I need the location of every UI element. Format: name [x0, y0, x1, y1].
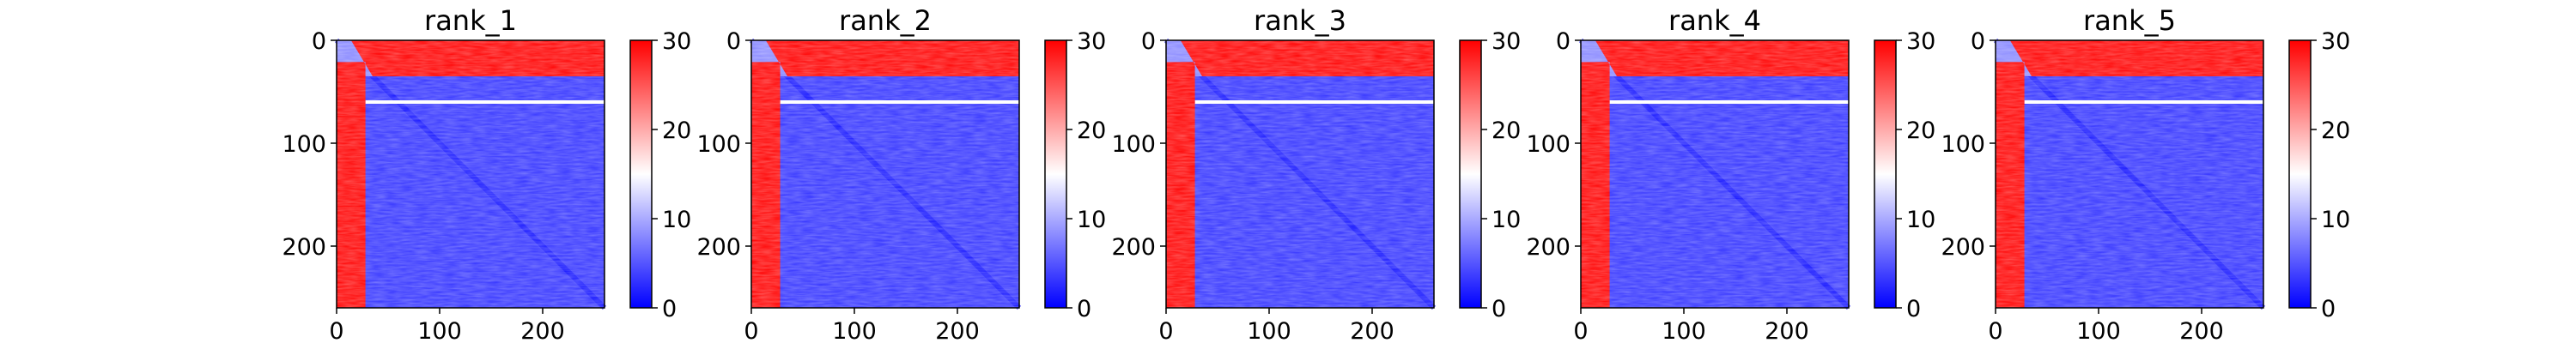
- colorbar-tick-label: 0: [1077, 296, 1091, 322]
- heatmap-panel-5: rank_5 0 100 200 0 100 200 0 10 20 30: [1941, 4, 2350, 343]
- heatmap-panel-3: rank_3 0 100 200 0 100 200 0 10 20 30: [1111, 4, 1521, 343]
- y-tick-label: 0: [1556, 28, 1571, 55]
- heatmap-texture: [751, 40, 1019, 308]
- y-tick-label: 200: [696, 234, 741, 261]
- colorbar-tick-label: 20: [1077, 117, 1106, 144]
- colorbar-tick-label: 10: [1492, 207, 1521, 233]
- y-tick-label: 0: [1971, 28, 1985, 55]
- colorbar-tick-label: 0: [2321, 296, 2336, 322]
- y-tick-label: 100: [696, 131, 741, 158]
- colorbar-tick-label: 10: [2321, 207, 2350, 233]
- colorbar-tick-label: 0: [662, 296, 677, 322]
- x-tick-label: 200: [2179, 318, 2224, 343]
- panel-title: rank_4: [1668, 4, 1761, 37]
- colorbar: 0 10 20 30: [629, 28, 691, 322]
- plot-frame: [336, 39, 605, 309]
- y-tick-label: 200: [282, 234, 326, 261]
- colorbar-tick-label: 20: [2321, 117, 2350, 144]
- colorbar-tick-label: 10: [1906, 207, 1935, 233]
- colorbar-tick-label: 30: [1077, 28, 1106, 55]
- x-tick-label: 100: [1247, 318, 1291, 343]
- plot-frame: [750, 39, 1020, 309]
- colorbar-gradient: [1874, 39, 1897, 309]
- x-tick-label: 0: [1158, 318, 1173, 343]
- colorbar-tick-label: 10: [662, 207, 691, 233]
- x-tick-label: 100: [417, 318, 462, 343]
- colorbar-gradient: [2288, 39, 2312, 309]
- colorbar-tick-label: 0: [1492, 296, 1506, 322]
- colorbar: 0 10 20 30: [1044, 28, 1106, 322]
- y-tick-label: 100: [282, 131, 326, 158]
- heatmap-texture: [1996, 40, 2263, 308]
- plot-frame: [1995, 39, 2264, 309]
- y-tick-label: 100: [1941, 131, 1985, 158]
- x-tick-label: 100: [2076, 318, 2121, 343]
- colorbar-tick-label: 20: [1906, 117, 1935, 144]
- x-tick-label: 0: [744, 318, 758, 343]
- y-tick-label: 0: [312, 28, 326, 55]
- x-tick-label: 100: [1662, 318, 1706, 343]
- colorbar-tick-label: 20: [1492, 117, 1521, 144]
- panel-title: rank_5: [2083, 4, 2176, 37]
- y-tick-label: 0: [1141, 28, 1156, 55]
- colorbar-gradient: [629, 39, 653, 309]
- y-tick-label: 100: [1111, 131, 1156, 158]
- colorbar-gradient: [1044, 39, 1067, 309]
- panel-title: rank_3: [1254, 4, 1346, 37]
- colorbar: 0 10 20 30: [1874, 28, 1935, 322]
- colorbar: 0 10 20 30: [1459, 28, 1521, 322]
- x-tick-label: 200: [520, 318, 565, 343]
- heatmap-texture: [1581, 40, 1849, 308]
- heatmap-panel-2: rank_2 0 100 200 0 100 200 0 10 20 30: [696, 4, 1106, 343]
- x-tick-label: 200: [1765, 318, 1809, 343]
- heatmap-panel-4: rank_4 0 100 200 0 100 200 0 10 20 30: [1526, 4, 1935, 343]
- colorbar-tick-label: 0: [1906, 296, 1921, 322]
- colorbar: 0 10 20 30: [2288, 28, 2350, 322]
- colorbar-tick-label: 30: [2321, 28, 2350, 55]
- plot-frame: [1580, 39, 1850, 309]
- y-tick-label: 200: [1111, 234, 1156, 261]
- heatmap-texture: [337, 40, 605, 308]
- y-tick-label: 200: [1941, 234, 1985, 261]
- x-tick-label: 100: [832, 318, 877, 343]
- x-tick-label: 0: [329, 318, 343, 343]
- y-tick-label: 0: [726, 28, 741, 55]
- plot-frame: [1165, 39, 1435, 309]
- colorbar-tick-label: 30: [1492, 28, 1521, 55]
- panel-title: rank_1: [424, 4, 517, 37]
- colorbar-tick-label: 10: [1077, 207, 1106, 233]
- x-tick-label: 200: [935, 318, 980, 343]
- x-tick-label: 0: [1573, 318, 1588, 343]
- x-tick-label: 200: [1350, 318, 1394, 343]
- y-tick-label: 200: [1526, 234, 1571, 261]
- panel-title: rank_2: [839, 4, 932, 37]
- colorbar-tick-label: 30: [662, 28, 691, 55]
- colorbar-tick-label: 30: [1906, 28, 1935, 55]
- heatmap-panel-1: rank_1 0 100 200 0 100 200 0 10 20 30: [282, 4, 691, 343]
- heatmap-texture: [1166, 40, 1434, 308]
- colorbar-gradient: [1459, 39, 1482, 309]
- colorbar-tick-label: 20: [662, 117, 691, 144]
- y-tick-label: 100: [1526, 131, 1571, 158]
- x-tick-label: 0: [1988, 318, 2002, 343]
